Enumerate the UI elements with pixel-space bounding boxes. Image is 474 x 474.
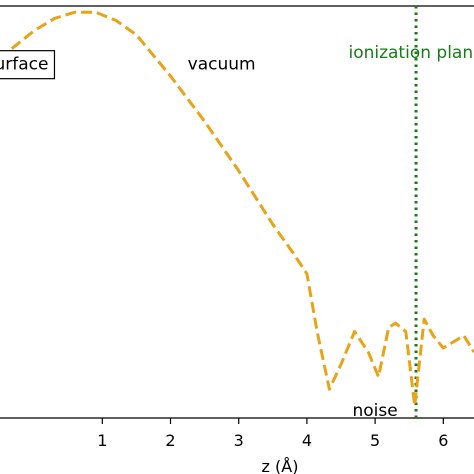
plot-area <box>0 5 474 419</box>
x-tick-label: 4 <box>302 431 312 450</box>
series-layer <box>0 10 474 408</box>
ionization-plane-marker: ionization plane <box>348 6 474 418</box>
x-tick-label: 1 <box>97 431 107 450</box>
data-series-line <box>0 10 474 408</box>
annotation-vacuum: vacuum <box>188 55 256 75</box>
annotations: surface vacuum noise <box>0 50 398 421</box>
annotation-box <box>0 50 56 80</box>
x-axis-label: z (Å) <box>262 457 299 474</box>
x-tick-label: 6 <box>438 431 448 450</box>
ionization-plane-label: ionization plane <box>348 43 474 63</box>
x-tick-label: 2 <box>165 431 175 450</box>
x-ticks: 1 2 3 4 5 6 <box>97 418 448 450</box>
x-tick-label: 3 <box>234 431 244 450</box>
x-tick-label: 5 <box>370 431 380 450</box>
annotation-noise: noise <box>352 401 397 421</box>
annotation-surface: surface <box>0 55 48 75</box>
